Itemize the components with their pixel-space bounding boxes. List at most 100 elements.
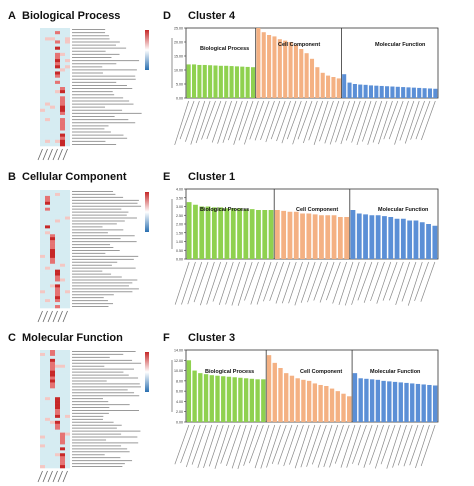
heatmap-cell [40, 207, 45, 211]
heatmap-cell [40, 438, 45, 442]
heatmap-cell [60, 77, 65, 82]
x-tick-label-line [211, 100, 227, 143]
heatmap-cell [40, 139, 45, 144]
heatmap-cell [60, 234, 65, 238]
heatmap-cell [45, 83, 50, 88]
heatmap-cell [40, 118, 45, 122]
heatmap-cell [65, 459, 70, 463]
heatmap-cell [40, 114, 45, 119]
x-tick-label-line [193, 261, 209, 303]
heatmap-cell [45, 409, 50, 413]
x-tick-label-line [338, 261, 354, 305]
x-tick-label-line [404, 100, 420, 144]
heatmap-cell [45, 459, 50, 463]
heatmap-cell [40, 272, 45, 276]
heatmap-cell [65, 465, 70, 469]
heatmap-cell [40, 213, 45, 217]
heatmap-cell [45, 34, 50, 38]
x-tick-label-line [212, 261, 228, 302]
heatmap-cell [45, 231, 50, 235]
heatmap-cell [45, 111, 50, 116]
heatmap-cell [40, 136, 45, 141]
heatmap-cell [65, 352, 70, 357]
heatmap-cell [60, 102, 65, 106]
heatmap-cell [65, 260, 70, 265]
x-tick-label-line [374, 424, 390, 469]
heatmap-cell [65, 130, 70, 134]
bar-cc [287, 211, 293, 259]
heatmap-cell [45, 429, 50, 433]
heatmap-cell [55, 260, 60, 265]
heatmap-cell [45, 40, 50, 44]
heatmap-cell [45, 403, 50, 407]
heatmap-cell [45, 263, 50, 267]
x-tick-label-line [369, 424, 384, 465]
heatmap-cell [50, 124, 55, 128]
x-tick-label-line [233, 100, 248, 145]
bar-mf [358, 378, 363, 422]
heatmap-cell [45, 114, 50, 119]
heatmap-cell [50, 80, 55, 85]
panel-letter-a: A [8, 10, 16, 22]
x-tick-label-line [201, 100, 216, 140]
heatmap-cell [65, 121, 70, 125]
heatmap-cell [45, 400, 50, 404]
x-tick-label-line [231, 424, 247, 469]
heatmap-cell [50, 49, 55, 54]
heatmap-cell [45, 269, 50, 273]
x-tick-label-line [335, 100, 350, 143]
heatmap-cell [40, 423, 45, 427]
heatmap-column-label-line [52, 310, 58, 323]
heatmap-cell [40, 406, 45, 410]
heatmap-cell [45, 59, 50, 63]
heatmap-column-label-line [47, 148, 53, 161]
heatmap-cell [45, 190, 50, 194]
heatmap-cell [55, 228, 60, 232]
heatmap-cell [60, 43, 65, 47]
x-tick-label-line [380, 424, 396, 465]
x-tick-label-line [357, 261, 373, 301]
heatmap-cell [60, 373, 65, 377]
x-tick-label-line [225, 261, 240, 305]
heatmap-cell [60, 299, 65, 303]
heatmap-cell [40, 391, 45, 395]
heatmap-cell [55, 287, 60, 291]
x-tick-label-line [227, 100, 243, 141]
heatmap-cell [55, 210, 60, 214]
heatmap-cell [45, 423, 50, 427]
heatmap-cell [55, 52, 60, 57]
heatmap-cell [60, 438, 65, 442]
heatmap-2 [40, 190, 142, 309]
bar-cc [336, 78, 341, 98]
heatmap-cell [65, 52, 70, 57]
heatmap-cell [65, 441, 70, 445]
heatmap-cell [50, 210, 55, 214]
heatmap-cell [55, 296, 60, 300]
heatmap-cell [45, 450, 50, 454]
heatmap-cell [60, 260, 65, 265]
heatmap-cell [45, 411, 50, 416]
heatmap-cell [40, 195, 45, 200]
bar-mf [404, 382, 409, 422]
heatmap-cell [50, 420, 55, 425]
heatmap-cell [45, 105, 50, 110]
bar-bp [192, 370, 197, 422]
heatmap-cell [50, 31, 55, 35]
heatmap-cell [40, 411, 45, 416]
heatmap-cell [55, 352, 60, 357]
bar-bp [193, 204, 198, 259]
heatmap-cell [55, 34, 60, 38]
heatmap-cell [60, 420, 65, 425]
heatmap-cell [65, 31, 70, 35]
heatmap-cell [45, 394, 50, 398]
heatmap-cell [55, 74, 60, 78]
x-tick-label-line [317, 424, 333, 468]
x-tick-label-line [334, 424, 350, 464]
heatmap-cell [65, 290, 70, 294]
bar-cc [272, 362, 277, 422]
heatmap-cell [65, 114, 70, 119]
x-tick-label-line [208, 424, 224, 467]
heatmap-cell [50, 370, 55, 374]
heatmap-cell [55, 222, 60, 226]
heatmap-cell [60, 462, 65, 466]
